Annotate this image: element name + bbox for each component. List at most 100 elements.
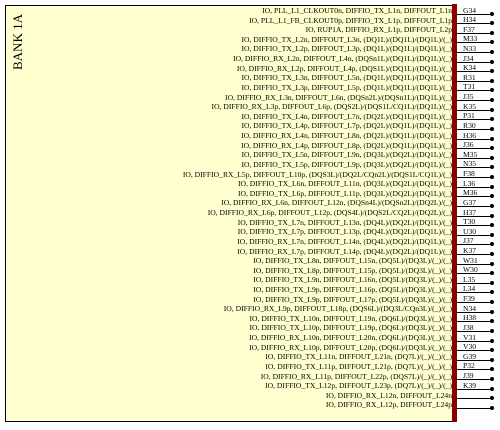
pin-end-dot (490, 165, 494, 170)
pin-lead-line (457, 80, 493, 82)
pin-end-dot (490, 223, 494, 228)
pin-number-label: K37 (463, 246, 477, 255)
pin-lead-line (457, 13, 493, 15)
pin-function-label: IO, DIFFIO_TX_L9p, DIFFOUT_L16p, (DQ5L)/… (253, 284, 452, 294)
pin-function-label: IO, DIFFIO_RX_L4n, DIFFOUT_L8n, (DQ2L)/(… (241, 131, 452, 141)
pin-end-dot (490, 107, 494, 112)
pin-end-dot (490, 261, 494, 266)
pin-end-dot (490, 11, 494, 16)
pin-lead-line (457, 302, 493, 304)
pin-lead-line (457, 109, 493, 111)
pin-end-dot (490, 40, 494, 45)
pin-number-label: K39 (463, 380, 477, 390)
pin-function-label: IO, DIFFIO_RX_L7p, DIFFOUT_L14p, (DQ4L)/… (237, 246, 452, 256)
pin-lead-line (457, 61, 493, 63)
pin-end-dot (490, 280, 494, 285)
pin-number-label: H36 (463, 130, 477, 140)
pin-number-label: F37 (463, 24, 475, 34)
pin-number-label: H38 (463, 313, 477, 323)
pin-function-label: IO, DIFFIO_RX_L3p, DIFFOUT_L6p, (DQS2L)/… (211, 102, 452, 112)
pin-lead-line (457, 398, 493, 400)
pin-function-label: IO, DIFFIO_TX_L5n, DIFFOUT_L9n, (DQ3L)/(… (241, 150, 453, 160)
pin-function-label: IO, DIFFIO_TX_L7p, DIFFOUT_L13p, (DQ4L)/… (237, 227, 452, 237)
pin-number-label: L34 (463, 284, 476, 294)
pin-number-label: J34 (463, 53, 474, 63)
pin-end-dot (490, 59, 494, 64)
pin-number-label: T31 (463, 82, 476, 92)
pin-number-label: P32 (463, 361, 475, 371)
pin-lead-line (457, 311, 493, 313)
pin-number-label: M35 (463, 149, 478, 159)
pin-lead-line (457, 273, 493, 275)
pin-function-label: IO, DIFFIO_TX_L10n, DIFFOUT_L19n, (DQ6L)… (249, 313, 452, 323)
pin-end-dot (490, 117, 494, 122)
pin-end-dot (490, 155, 494, 160)
pin-end-dot (490, 98, 494, 103)
pin-end-dot (490, 203, 494, 208)
pin-function-label: IO, DIFFIO_RX_L6p, DIFFOUT_L12p, (DQS4L)… (207, 208, 452, 218)
pin-lead-line (457, 90, 493, 92)
pin-number-label: W31 (463, 255, 478, 265)
pin-lead-line (457, 340, 493, 342)
pin-end-dot (490, 357, 494, 362)
pin-lead-line (457, 369, 493, 371)
pin-number-label: F39 (463, 294, 475, 304)
pin-number-label: N35 (463, 159, 477, 169)
pin-function-label: IO, DIFFIO_TX_L5p, DIFFOUT_L9p, (DQ3L)/(… (241, 159, 453, 169)
pin-lead-line (457, 119, 493, 121)
pin-lead-line (457, 23, 493, 25)
pin-function-label: IO, DIFFIO_TX_L6p, DIFFOUT_L11p, (DQ3L)/… (237, 188, 452, 198)
pin-end-dot (490, 232, 494, 237)
pin-number-label: J38 (463, 322, 474, 332)
pin-number-label: U30 (463, 226, 477, 236)
pin-end-dot (490, 136, 494, 141)
pin-function-label: IO, DIFFIO_TX_L2p, DIFFOUT_L3p, (DQ1L)/(… (241, 44, 453, 54)
pin-lead-line (457, 234, 493, 236)
pin-number-label: V30 (463, 342, 477, 352)
pin-number-label: L35 (463, 274, 476, 284)
pin-lead-line (457, 32, 493, 34)
pin-number-label: J37 (463, 236, 474, 246)
bank-edge-bar (452, 4, 457, 422)
pin-function-label: IO, DIFFIO_TX_L4p, DIFFOUT_L7p, (DQ2L)/(… (241, 121, 453, 131)
pin-number-label: T30 (463, 217, 476, 227)
pin-end-dot (490, 49, 494, 54)
pin-function-label: IO, DIFFIO_TX_L11n, DIFFOUT_L21n, (DQ7L)… (265, 352, 452, 362)
pin-function-label: IO, DIFFIO_RX_L12p, DIFFOUT_L24p (325, 400, 452, 410)
pin-function-label: IO, DIFFIO_TX_L10p, DIFFOUT_L19p, (DQ6L)… (249, 323, 452, 333)
pin-end-dot (490, 348, 494, 353)
pin-end-dot (490, 328, 494, 333)
pin-function-label: IO, DIFFIO_RX_L9p, DIFFOUT_L18p, (DQS6L)… (223, 304, 452, 314)
pin-end-dot (490, 338, 494, 343)
pin-lead-line (457, 128, 493, 130)
pin-function-label: IO, DIFFIO_TX_L6n, DIFFOUT_L11n, (DQ3L)/… (237, 179, 452, 189)
pin-function-label: IO, DIFFIO_RX_L2p, DIFFOUT_L4p, (DQS1L)/… (236, 63, 452, 73)
pin-lead-line (457, 292, 493, 294)
pin-number-label: G34 (463, 5, 477, 15)
pin-lead-line (457, 138, 493, 140)
pin-end-dot (490, 309, 494, 314)
pin-lead-line (457, 215, 493, 217)
pin-number-label: R30 (463, 120, 476, 130)
pin-function-label: IO, DIFFIO_RX_L5p, DIFFOUT_L10p, (DQS3L)… (182, 169, 452, 179)
pin-lead-line (457, 330, 493, 332)
pin-function-label: IO, DIFFIO_RX_L3n, DIFFOUT_L6n, (DQSn2L)… (225, 92, 452, 102)
pin-number-label: M36 (463, 188, 478, 198)
pin-end-dot (490, 271, 494, 276)
pin-function-label: IO, PLL_L1_FB_CLKOUT0p, DIFFIO_TX_L1p, D… (249, 15, 452, 25)
pin-lead-line (457, 42, 493, 44)
pin-lead-line (457, 71, 493, 73)
pin-end-dot (490, 252, 494, 256)
pin-function-label: IO, DIFFIO_TX_L12p, DIFFOUT_L23p, (DQ7L)… (265, 381, 452, 391)
pin-lead-line (457, 51, 493, 53)
pin-function-label: IO, DIFFIO_RX_L10p, DIFFOUT_L20p, (DQ6L)… (249, 342, 452, 352)
pin-lead-line (457, 205, 493, 207)
pin-number-label: K34 (463, 63, 477, 73)
pin-end-dot (490, 194, 494, 199)
pin-function-label: IO, RUP1A, DIFFIO_RX_L1p, DIFFOUT_L2p (305, 25, 452, 35)
pin-function-label: IO, DIFFIO_TX_L7n, DIFFOUT_L13n, (DQ4L)/… (237, 217, 452, 227)
pin-number-label: W30 (463, 265, 478, 275)
pin-lead-line (457, 244, 493, 246)
pin-end-dot (490, 146, 494, 151)
pin-end-dot (490, 78, 494, 83)
